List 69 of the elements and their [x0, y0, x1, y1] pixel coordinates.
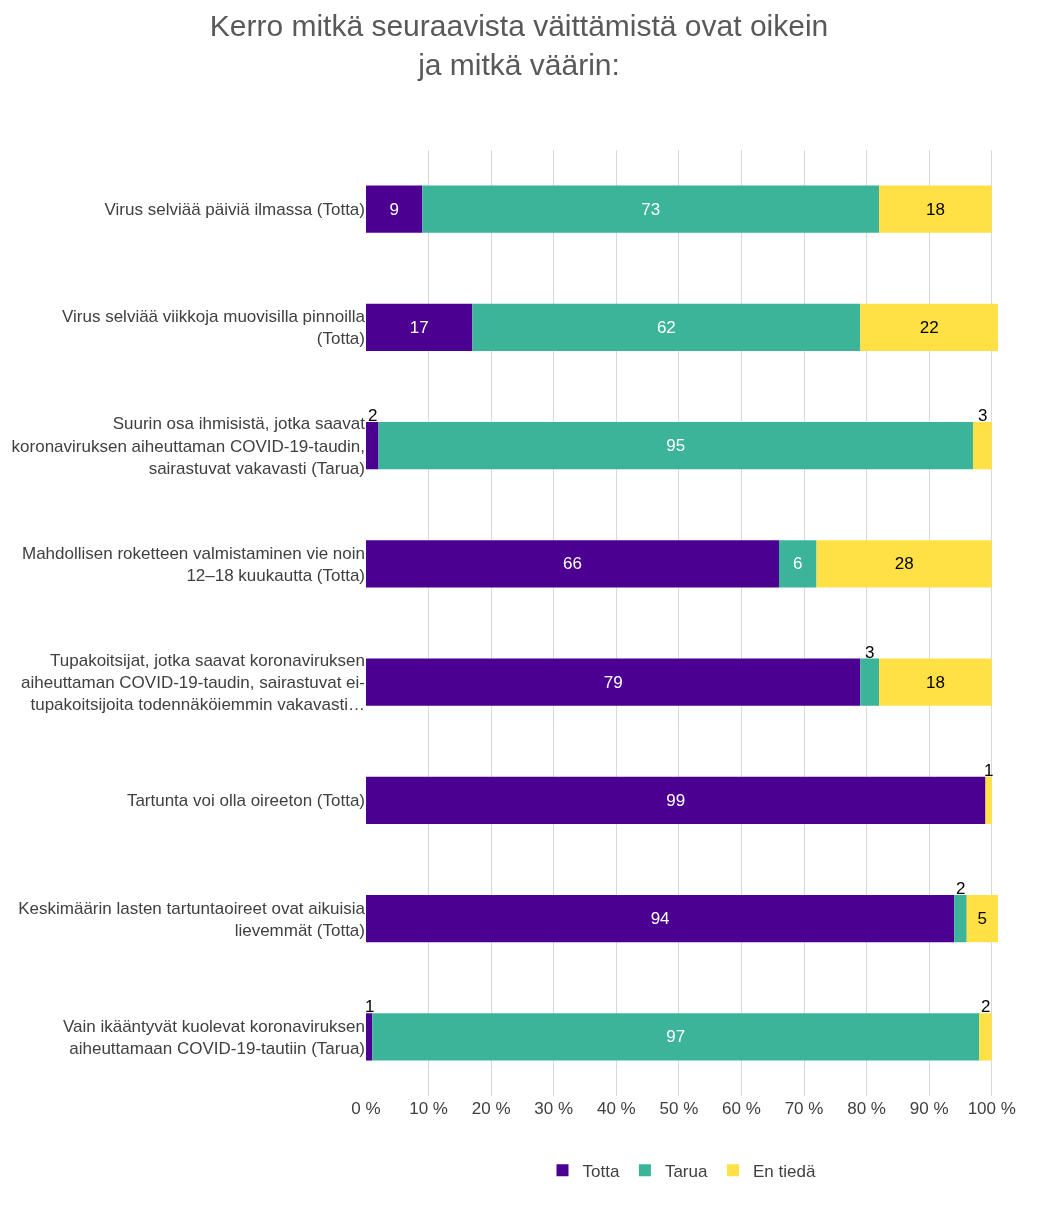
- x-tick-label: 20 %: [471, 1099, 511, 1118]
- x-tick-label: 0 %: [351, 1099, 381, 1118]
- y-tick-label: Suurin osa ihmisistä, jotka saavat koronaviruksen aiheuttaman COVID-19-taudin, sairastuvat vakavasti (Tarua): [11, 414, 366, 478]
- bar: [366, 540, 779, 588]
- x-tick-label: 60 %: [722, 1099, 761, 1118]
- data-label: 22: [919, 317, 939, 337]
- bar: [366, 303, 473, 352]
- bar: [366, 894, 955, 943]
- legend-label: Totta: [582, 1161, 620, 1181]
- bar: [366, 185, 423, 233]
- bar: [879, 658, 992, 706]
- data-label: 18: [925, 199, 945, 219]
- data-label: 66: [563, 554, 582, 574]
- bar: [954, 894, 967, 943]
- bar: [979, 1013, 992, 1061]
- bar: [879, 185, 992, 233]
- bar: [860, 303, 998, 352]
- data-label: 2: [956, 879, 966, 898]
- y-tick-label: Tartunta voi olla oireeton (Totta): [126, 791, 365, 811]
- data-label: 18: [925, 672, 945, 692]
- data-label: 73: [641, 199, 661, 219]
- data-label: 5: [977, 909, 988, 929]
- data-label: 2: [981, 997, 991, 1016]
- bar: [972, 421, 992, 470]
- y-tick-label: Mahdollisen roketteen valmistaminen vie noin 12–18 kuukautta (Totta): [21, 543, 365, 585]
- y-tick-label: Vain ikääntyvät kuolevat koronaviruksen aiheuttamaan COVID-19-tautiin (Tarua): [62, 1016, 365, 1058]
- bar: [860, 658, 880, 706]
- bar: [366, 1013, 373, 1061]
- x-tick-label: 100 %: [967, 1099, 1016, 1118]
- x-tick-label: 50 %: [659, 1099, 699, 1118]
- bar: [985, 776, 992, 825]
- y-tick-label: Tupakoitsijat, jotka saavat koronaviruksen aiheuttaman COVID-19-taudin, sairastuvat ei-tupakoitsijoita todennäköiemmin vakavasti…: [21, 650, 365, 715]
- data-label: 1: [984, 761, 994, 780]
- bar: [778, 540, 817, 588]
- data-label: 94: [650, 909, 670, 929]
- x-tick-label: 10 %: [409, 1099, 448, 1118]
- data-label: 79: [603, 672, 623, 692]
- x-tick-label: 40 %: [596, 1099, 636, 1118]
- data-label: 6: [793, 554, 803, 574]
- data-label: 17: [409, 317, 429, 337]
- data-label: 97: [666, 1027, 686, 1047]
- bar: [366, 658, 861, 706]
- chart-title: Kerro mitkä seuraavista väittämistä ovat oikein ja mitkä väärin:: [209, 9, 829, 82]
- bar: [372, 1013, 980, 1061]
- data-label: 95: [666, 436, 686, 456]
- x-tick-label: 90 %: [909, 1099, 949, 1118]
- y-tick-label: Virus selviää viikkoja muovisilla pinnoilla (Totta): [62, 307, 366, 349]
- legend-label: Tarua: [664, 1161, 708, 1181]
- bar: [422, 185, 880, 233]
- x-tick-label: 30 %: [534, 1099, 574, 1118]
- y-tick-label: Keskimäärin lasten tartuntaoireet ovat aikuisia lievemmät (Totta): [18, 898, 366, 940]
- x-tick-label: 70 %: [784, 1099, 824, 1118]
- data-label: 3: [865, 643, 875, 662]
- data-label: 99: [666, 790, 686, 810]
- data-label: 3: [978, 406, 988, 425]
- y-tick-label: Virus selviää päiviä ilmassa (Totta): [104, 200, 365, 220]
- bar: [816, 540, 992, 588]
- bar: [366, 421, 379, 470]
- data-label: 2: [368, 406, 378, 425]
- legend-label: En tiedä: [752, 1161, 816, 1181]
- data-label: 62: [656, 317, 676, 337]
- data-label: 1: [365, 997, 375, 1016]
- data-label: 9: [389, 199, 399, 219]
- bar: [366, 776, 986, 825]
- x-tick-label: 80 %: [847, 1099, 886, 1118]
- bar: [472, 303, 861, 352]
- bar: [378, 421, 973, 470]
- bar: [966, 894, 998, 943]
- data-label: 28: [894, 554, 914, 574]
